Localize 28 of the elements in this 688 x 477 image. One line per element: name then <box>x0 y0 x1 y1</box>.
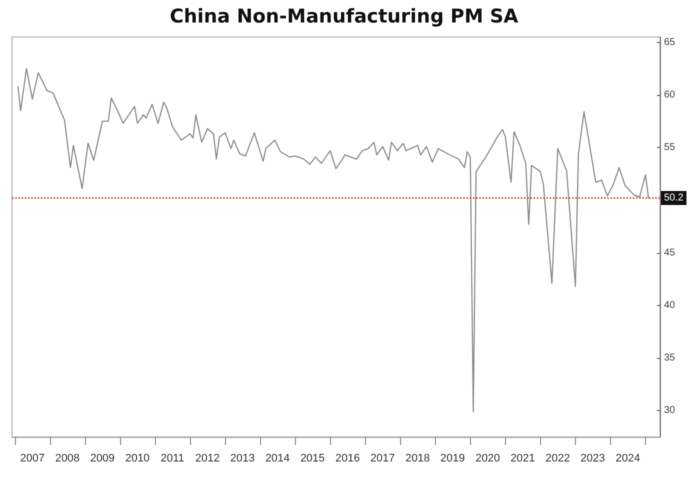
x-tick-label: 2022 <box>546 452 570 464</box>
x-tick-label: 2017 <box>370 452 395 464</box>
x-tick-label: 2016 <box>335 452 360 464</box>
x-tick-label: 2009 <box>90 452 115 464</box>
ref-line-label: 50.2 <box>664 192 684 204</box>
chart-title: China Non-Manufacturing PM SA <box>170 6 519 28</box>
x-tick-label: 2023 <box>580 452 606 464</box>
x-tick-label: 2015 <box>300 452 325 464</box>
y-tick-label: 65 <box>664 36 676 48</box>
y-tick-label: 30 <box>664 405 676 416</box>
x-tick-label: 2021 <box>510 452 536 464</box>
y-tick-label: 35 <box>664 352 676 364</box>
x-tick-label: 2020 <box>476 452 500 464</box>
x-tick-label: 2019 <box>440 452 465 464</box>
x-tick-label: 2007 <box>20 452 45 464</box>
x-tick-label: 2014 <box>265 452 290 464</box>
x-tick-label: 2008 <box>55 452 80 464</box>
y-tick-label: 40 <box>664 300 676 311</box>
x-tick-label: 2013 <box>230 452 255 464</box>
x-tick-label: 2010 <box>125 452 150 464</box>
y-tick-label: 55 <box>664 142 676 154</box>
y-tick-label: 60 <box>664 89 676 100</box>
x-tick-label: 2024 <box>616 452 640 464</box>
x-tick-label: 2011 <box>160 452 184 464</box>
y-tick-label: 45 <box>664 247 676 258</box>
line-series <box>17 68 650 412</box>
x-tick-label: 2012 <box>195 452 220 464</box>
x-tick-label: 2018 <box>405 452 430 464</box>
